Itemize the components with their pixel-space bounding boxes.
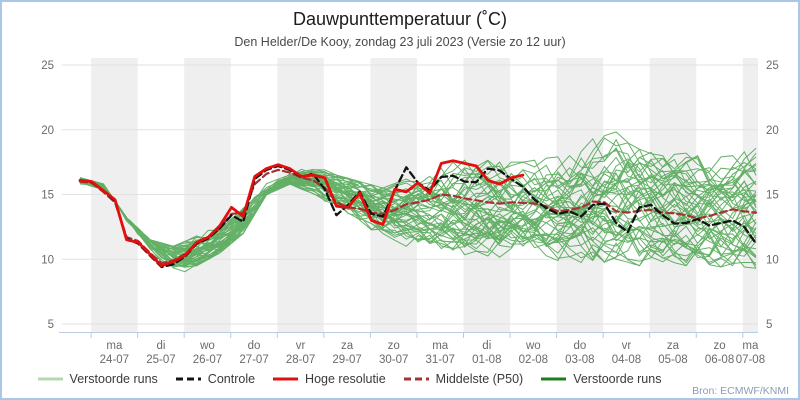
legend-item-verstoorde-runs-4: Verstoorde runs — [540, 372, 661, 386]
x-label-date-05-08: 05-08 — [658, 354, 687, 366]
ensemble-member — [79, 148, 757, 253]
legend-label: Hoge resolutie — [305, 372, 386, 386]
x-label-dow-02-08: wo — [525, 340, 541, 352]
y-tick-right-25: 25 — [766, 60, 779, 72]
x-label-date-31-07: 31-07 — [426, 354, 455, 366]
ensemble-member — [79, 181, 757, 268]
legend-item-hoge-resolutie-2: Hoge resolutie — [272, 372, 386, 386]
chart-canvas: 5 5 10 10 15 15 20 20 25 25 ma 24-07 di 25-07 wo 26-07 d… — [41, 58, 779, 366]
ensemble-member — [79, 131, 757, 248]
x-label-dow-26-07: wo — [199, 340, 215, 352]
x-label-date-03-08: 03-08 — [565, 354, 594, 366]
x-label-date-06-08: 06-08 — [705, 354, 734, 366]
x-label-dow-04-08: vr — [622, 340, 632, 352]
legend-item-middelste-p50-3: Middelste (P50) — [403, 372, 524, 386]
x-label-dow-30-07: zo — [388, 340, 400, 352]
x-label-dow-05-08: za — [667, 340, 680, 352]
ensemble-member — [79, 179, 757, 267]
legend-label: Verstoorde runs — [573, 372, 662, 386]
ensemble-member — [79, 169, 757, 268]
ensemble-member — [79, 173, 757, 262]
legend-item-controle-1: Controle — [175, 372, 255, 386]
y-tick-left-15: 15 — [41, 190, 54, 202]
chart-subtitle: Den Helder/De Kooy, zondag 23 juli 2023 … — [234, 35, 566, 49]
x-label-dow-06-08: zo — [713, 340, 725, 352]
legend: Verstoorde runs Controle Hoge resolutie Mid… — [2, 372, 696, 386]
source-note: Bron: ECMWF/KNMI — [692, 385, 789, 397]
y-tick-right-5: 5 — [766, 319, 772, 331]
x-label-date-02-08: 02-08 — [519, 354, 548, 366]
x-label-dow-07-08: ma — [742, 340, 759, 352]
legend-swatch-verstoorde-runs — [37, 377, 63, 381]
y-tick-right-20: 20 — [766, 125, 779, 137]
chart-title: Dauwpunttemperatuur (˚C) — [292, 9, 508, 29]
legend-label: Middelste (P50) — [435, 372, 524, 386]
ensemble-lines — [79, 131, 757, 273]
y-tick-left-20: 20 — [41, 125, 54, 137]
x-label-date-07-08: 07-08 — [736, 354, 765, 366]
x-label-date-29-07: 29-07 — [332, 354, 361, 366]
hires-line — [78, 159, 525, 268]
x-label-dow-01-08: di — [482, 340, 491, 352]
x-label-date-26-07: 26-07 — [193, 354, 222, 366]
x-label-date-24-07: 24-07 — [100, 354, 129, 366]
x-label-date-25-07: 25-07 — [146, 354, 175, 366]
legend-swatch-controle — [175, 377, 201, 381]
x-label-dow-31-07: ma — [432, 340, 449, 352]
x-label-dow-28-07: vr — [296, 340, 306, 352]
y-tick-right-15: 15 — [766, 190, 779, 202]
x-label-dow-24-07: ma — [106, 340, 123, 352]
legend-label: Verstoorde runs — [69, 372, 158, 386]
x-label-dow-27-07: do — [248, 340, 261, 352]
legend-label: Controle — [207, 372, 256, 386]
legend-swatch-verstoorde-runs — [541, 377, 567, 381]
ensemble-member — [79, 137, 757, 250]
y-tick-right-10: 10 — [766, 254, 779, 266]
ensemble-member — [79, 148, 757, 247]
x-label-date-01-08: 01-08 — [472, 354, 501, 366]
x-label-date-28-07: 28-07 — [286, 354, 315, 366]
ensemble-member — [79, 156, 757, 247]
x-label-dow-25-07: di — [156, 340, 165, 352]
x-label-date-27-07: 27-07 — [239, 354, 268, 366]
x-label-date-30-07: 30-07 — [379, 354, 408, 366]
legend-swatch-hoge-resolutie — [273, 377, 299, 381]
y-tick-left-25: 25 — [41, 60, 54, 72]
ensemble-member — [79, 177, 757, 265]
x-label-dow-03-08: do — [573, 340, 586, 352]
ensemble-member — [79, 174, 757, 263]
y-tick-left-10: 10 — [41, 254, 54, 266]
x-label-date-04-08: 04-08 — [612, 354, 641, 366]
y-tick-left-5: 5 — [48, 319, 54, 331]
legend-swatch-middelste-p50 — [403, 377, 429, 381]
legend-item-verstoorde-runs-0: Verstoorde runs — [37, 372, 158, 386]
x-label-dow-29-07: za — [341, 340, 354, 352]
